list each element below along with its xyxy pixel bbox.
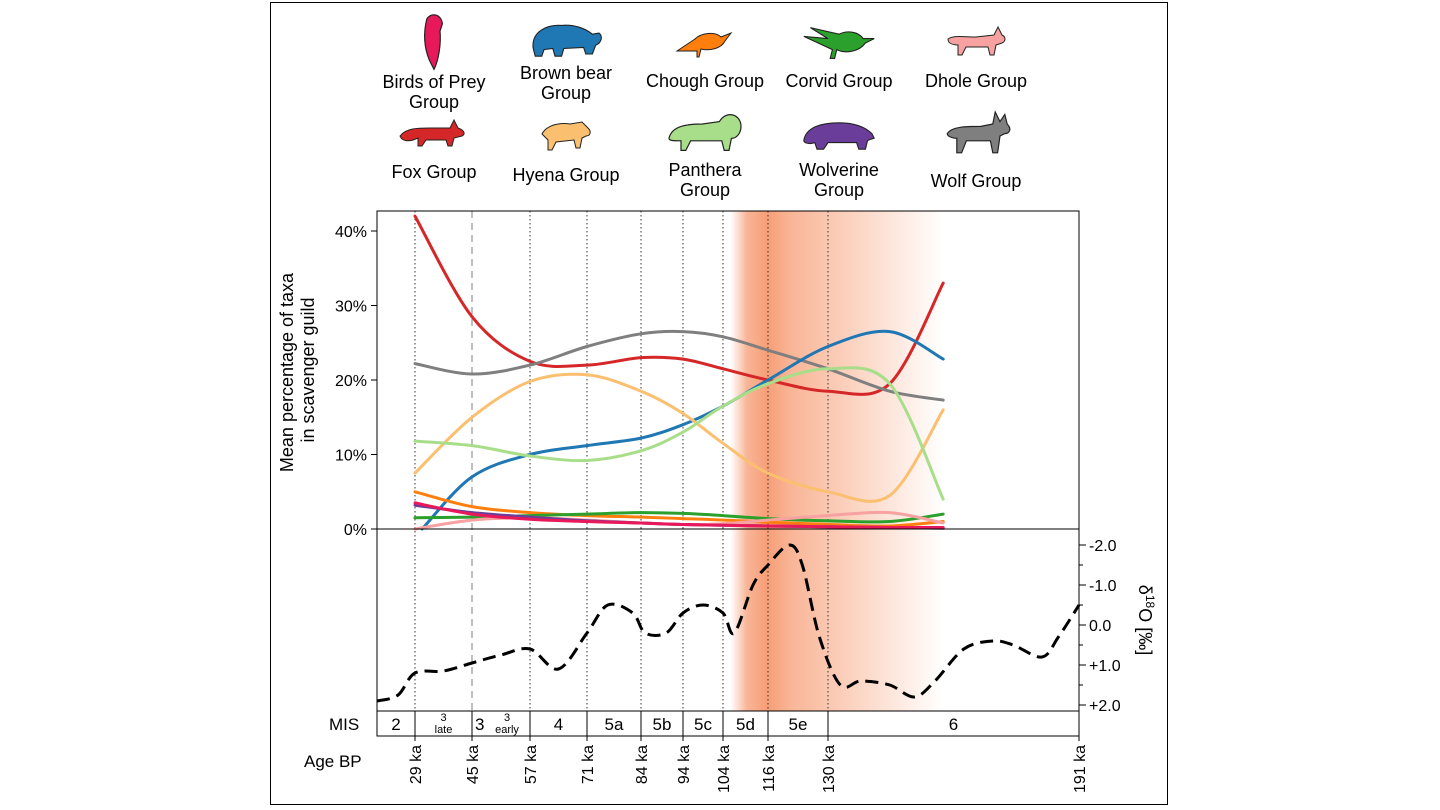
mis-stage-label: 2 (391, 715, 400, 734)
mis-stage-label: 5e (789, 715, 808, 734)
lower-plot-frame (376, 528, 1080, 712)
legend-label: Group (814, 180, 864, 200)
percentage-y-axis: 0% 10% 20% 30% 40% (335, 224, 377, 539)
d18o-axis-title: δ18O [‰] (1135, 585, 1157, 655)
lion-icon (668, 114, 742, 152)
age-tick-label: 45 ka (465, 745, 482, 784)
figure-frame: Birds of Prey Group Brown bear Group Chough … (270, 2, 1168, 805)
age-tick-label: 116 ka (761, 745, 778, 792)
d18o-tick-label: -2.0 (1089, 538, 1117, 555)
series-lines (413, 214, 945, 531)
mis-row-frame (376, 710, 1080, 737)
legend-item-dhole: Dhole Group (925, 25, 1027, 91)
d18o-curve (376, 543, 1081, 703)
chough-icon (675, 31, 733, 58)
y-axis-title: Mean percentage of taxa in scavenger gui… (277, 268, 318, 472)
wolverine-icon (803, 122, 875, 150)
y-tick-label: 10% (335, 448, 367, 465)
series-line-wolf-group (413, 329, 945, 402)
age-tick-label: 191 ka (1072, 745, 1089, 793)
mis-stage-label: 6 (949, 715, 958, 734)
legend-label: Wolf Group (931, 171, 1022, 191)
y-tick-label: 30% (335, 299, 367, 316)
legend-label: Corvid Group (785, 71, 892, 91)
fox-icon (399, 118, 465, 147)
legend-item-chough: Chough Group (646, 31, 764, 91)
brown-bear-icon (532, 24, 602, 57)
bird-of-prey-icon (424, 14, 444, 71)
age-tick-labels: 29 ka 45 ka 57 ka 71 ka 84 ka 94 ka 104 ka 116 … (408, 736, 1089, 793)
legend-item-corvid: Corvid Group (785, 27, 893, 91)
age-tick-label: 57 ka (523, 745, 540, 784)
y-axis-title-line-2: in scavenger guild (298, 297, 318, 442)
legend-label: Brown bear (520, 63, 612, 83)
legend-label: Panthera (668, 160, 742, 180)
series-line-panthera-group (413, 366, 945, 501)
age-tick-label: 71 ka (580, 745, 597, 784)
wolf-icon (946, 110, 1011, 154)
interglacial-highlight-band (730, 211, 944, 711)
d18o-tick-label: +2.0 (1089, 698, 1121, 715)
series-line-brown-bear-group (420, 329, 945, 531)
hyena-icon (541, 121, 591, 151)
legend-item-fox: Fox Group (391, 118, 477, 182)
y-tick-label: 20% (335, 373, 367, 390)
dhole-icon (947, 25, 1006, 56)
legend-item-wolf: Wolf Group (931, 110, 1022, 191)
y-tick-label: 40% (335, 224, 367, 241)
age-tick-label: 29 ka (408, 745, 425, 784)
series-line-fox-group (413, 214, 945, 396)
age-axis-label: Age BP (304, 752, 362, 771)
mis-stage-label: 5a (605, 715, 624, 734)
mis-stage-sub: early (495, 724, 519, 736)
series-line-birds-of-prey-group (413, 501, 945, 530)
d18o-y-axis: -2.0 -1.0 0.0 +1.0 +2.0 (1078, 529, 1121, 715)
legend-label: Birds of Prey (382, 72, 485, 92)
mis-label: MIS (329, 715, 359, 734)
legend-item-hyena: Hyena Group (512, 121, 620, 185)
d18o-tick-label: -1.0 (1089, 578, 1117, 595)
mis-stage-label: 3 (475, 715, 484, 734)
mis-stage-sub: late (435, 724, 453, 736)
legend-label: Group (409, 92, 459, 112)
legend-label: Group (680, 180, 730, 200)
y-axis-title-line-1: Mean percentage of taxa (277, 272, 297, 472)
legend-label: Fox Group (391, 162, 476, 182)
age-tick-label: 130 ka (821, 745, 838, 793)
legend-label: Chough Group (646, 71, 764, 91)
mis-stage-sup: 3 (504, 712, 510, 724)
series-line-chough-group (413, 490, 945, 528)
legend-label: Dhole Group (925, 71, 1027, 91)
mis-stage-label: 4 (554, 715, 563, 734)
age-tick-label: 94 ka (676, 745, 693, 784)
mis-stage-label: 5b (653, 715, 672, 734)
legend-label: Wolverine (799, 160, 879, 180)
y-tick-label: 0% (344, 522, 367, 539)
d18o-tick-label: +1.0 (1089, 658, 1121, 675)
legend-label: Hyena Group (512, 165, 619, 185)
age-tick-label: 84 ka (634, 745, 651, 784)
series-line-hyena-group (413, 372, 945, 503)
mis-stage-label: 5d (736, 715, 755, 734)
age-tick-label: 104 ka (716, 745, 733, 793)
d18o-tick-label: 0.0 (1089, 618, 1111, 635)
mis-stage-label: 5c (694, 715, 712, 734)
legend-label: Group (541, 83, 591, 103)
mis-stage-sup: 3 (440, 712, 446, 724)
corvid-icon (803, 27, 875, 59)
